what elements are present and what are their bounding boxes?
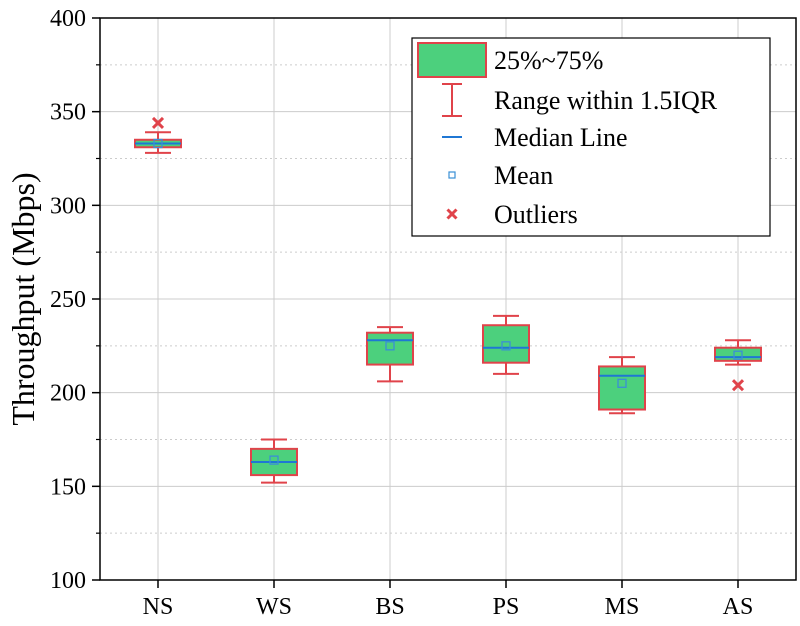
x-tick-label: MS bbox=[605, 594, 640, 620]
legend-item-mean: Mean bbox=[448, 161, 553, 190]
mean-marker bbox=[269, 455, 279, 465]
y-tick-label: 100 bbox=[50, 568, 86, 594]
legend-box-swatch bbox=[417, 42, 487, 78]
outlier-marker bbox=[151, 116, 165, 129]
x-tick-label: BS bbox=[375, 594, 404, 620]
box-iqr bbox=[598, 365, 646, 411]
legend-mean-swatch bbox=[448, 171, 456, 179]
y-axis-title: Throughput (Mbps) bbox=[5, 172, 41, 425]
legend-label: Outliers bbox=[494, 200, 578, 229]
legend-label: Range within 1.5IQR bbox=[494, 86, 718, 115]
y-tick-label: 400 bbox=[50, 6, 86, 32]
box-group-ms bbox=[598, 356, 646, 415]
y-tick-label: 250 bbox=[50, 287, 86, 313]
x-tick-label: AS bbox=[723, 594, 754, 620]
y-tick-label: 350 bbox=[50, 100, 86, 126]
mean-marker bbox=[385, 341, 395, 351]
legend-label: Median Line bbox=[494, 123, 628, 152]
y-tick-label: 300 bbox=[50, 193, 86, 219]
axes: 100 150 200 250 300 350 400 NS WS BS PS MS AS bbox=[50, 6, 753, 620]
x-tick-label: PS bbox=[493, 594, 520, 620]
box-iqr bbox=[366, 331, 414, 366]
legend-outlier-swatch bbox=[446, 208, 458, 220]
box-group-bs bbox=[366, 326, 414, 383]
y-tick-label: 150 bbox=[50, 474, 86, 500]
mean-marker bbox=[617, 378, 627, 388]
legend-item-outlier: Outliers bbox=[446, 200, 578, 229]
x-tick-label: WS bbox=[256, 594, 292, 620]
y-tick-label: 200 bbox=[50, 381, 86, 407]
box-group-ws bbox=[250, 438, 298, 484]
legend-item-whisker: Range within 1.5IQR bbox=[442, 83, 718, 117]
legend-label: 25%~75% bbox=[494, 46, 603, 75]
box-group-as bbox=[714, 339, 762, 392]
legend: 25%~75% Range within 1.5IQR Median Line Mea… bbox=[411, 37, 771, 237]
box-iqr bbox=[482, 324, 530, 364]
outlier-marker bbox=[731, 379, 745, 392]
mean-marker bbox=[501, 341, 511, 351]
legend-label: Mean bbox=[494, 161, 553, 190]
box-series bbox=[134, 116, 762, 484]
box-group-ns bbox=[134, 116, 182, 154]
mean-marker bbox=[733, 350, 743, 360]
box-group-ps bbox=[482, 314, 530, 375]
x-tick-label: NS bbox=[143, 594, 174, 620]
legend-item-box: 25%~75% bbox=[417, 42, 603, 78]
mean-marker bbox=[153, 138, 163, 149]
legend-item-median: Median Line bbox=[442, 123, 628, 152]
